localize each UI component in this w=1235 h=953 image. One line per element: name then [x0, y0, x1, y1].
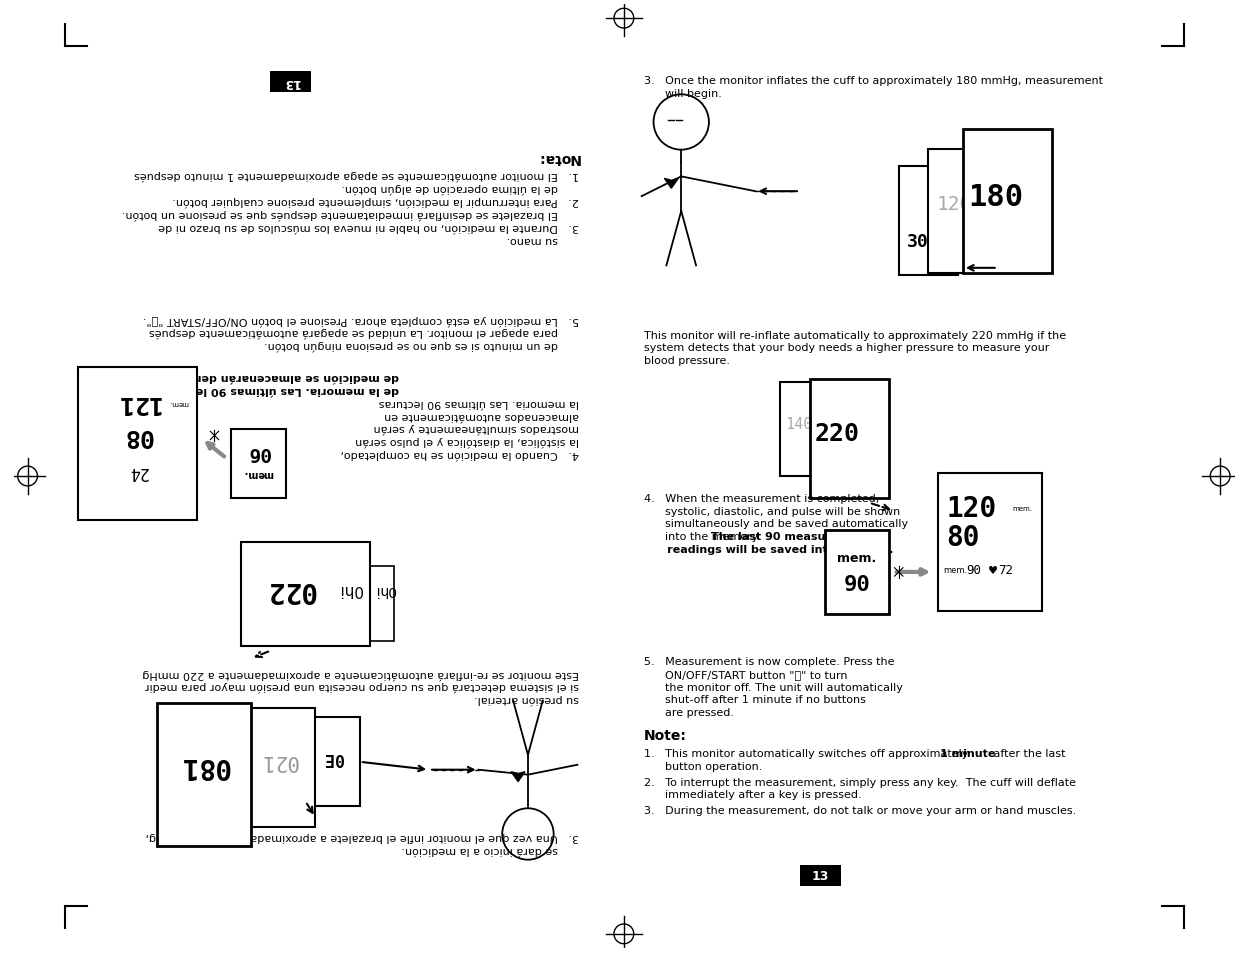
Text: 3.   Once the monitor inflates the cuff to approximately 180 mmHg, measurement: 3. Once the monitor inflates the cuff to…: [643, 76, 1103, 87]
Text: Este monitor se re-inflará automáticamente a aproximadamente a 220 mmHg: Este monitor se re-inflará automáticamen…: [142, 668, 579, 679]
Text: mem.: mem.: [1013, 505, 1032, 511]
Text: 0hi: 0hi: [374, 582, 396, 597]
Text: 1.   El monitor automáticamente se apaga aproximadamente 1 minuto después: 1. El monitor automáticamente se apaga a…: [135, 170, 579, 180]
Text: la sistólica, la diastólica y el pulso serán: la sistólica, la diastólica y el pulso s…: [356, 436, 579, 446]
FancyBboxPatch shape: [305, 718, 359, 806]
Text: para apagar el monitor. La unidad se apagará automáticamente después: para apagar el monitor. La unidad se apa…: [149, 327, 579, 337]
Text: will begin.: will begin.: [643, 90, 721, 99]
Text: systolic, diastolic, and pulse will be shown: systolic, diastolic, and pulse will be s…: [643, 506, 900, 517]
Text: system detects that your body needs a higher pressure to measure your: system detects that your body needs a hi…: [643, 343, 1049, 353]
Text: mem.: mem.: [243, 469, 274, 478]
FancyBboxPatch shape: [781, 382, 840, 476]
Text: mem.: mem.: [837, 551, 877, 564]
Text: de la última operación de algún botón.: de la última operación de algún botón.: [342, 183, 579, 193]
Text: 081: 081: [179, 751, 230, 779]
Text: 220: 220: [815, 422, 860, 446]
Text: 80: 80: [946, 524, 979, 552]
Text: ♥: ♥: [988, 565, 998, 576]
FancyBboxPatch shape: [929, 150, 998, 274]
Text: 1.   This monitor automatically switches off approximately: 1. This monitor automatically switches o…: [643, 748, 972, 758]
Text: 120: 120: [946, 494, 997, 522]
Text: 90: 90: [966, 564, 981, 577]
Text: 13: 13: [282, 76, 299, 89]
Text: almacenados automáticamente en: almacenados automáticamente en: [384, 410, 579, 420]
Text: la memoria. Las últimas 90 lecturas: la memoria. Las últimas 90 lecturas: [379, 397, 579, 407]
Text: su mano.: su mano.: [508, 234, 579, 244]
Text: 30: 30: [906, 233, 929, 251]
Text: 3.   Durante la medición, no hable ni mueva los músculos de su brazo ni de: 3. Durante la medición, no hable ni muev…: [158, 222, 579, 232]
Text: 140: 140: [785, 416, 813, 432]
Text: the monitor off. The unit will automatically: the monitor off. The unit will automatic…: [643, 682, 903, 692]
Text: de la memoria. Las últimas 90 lecturas: de la memoria. Las últimas 90 lecturas: [157, 385, 399, 395]
Text: simultaneously and be saved automatically: simultaneously and be saved automaticall…: [643, 519, 908, 529]
FancyBboxPatch shape: [354, 567, 394, 641]
Text: 5.   Measurement is now complete. Press the: 5. Measurement is now complete. Press th…: [643, 657, 894, 666]
Text: 180: 180: [968, 182, 1023, 212]
Text: 06: 06: [247, 442, 270, 461]
FancyBboxPatch shape: [963, 131, 1052, 274]
Text: after the last: after the last: [989, 748, 1066, 758]
Text: into the memory.: into the memory.: [643, 532, 763, 541]
Text: 90: 90: [844, 575, 871, 594]
Text: si el sistema detectará que su cuerpo necesita una presión mayor para medir: si el sistema detectará que su cuerpo ne…: [146, 680, 579, 691]
FancyBboxPatch shape: [939, 474, 1042, 612]
FancyBboxPatch shape: [269, 71, 311, 93]
Text: mostrados simultáneamente y serán: mostrados simultáneamente y serán: [374, 423, 579, 434]
Text: 13: 13: [811, 869, 830, 882]
FancyBboxPatch shape: [157, 703, 251, 846]
Text: se dará inicio a la medición.: se dará inicio a la medición.: [401, 844, 579, 854]
FancyBboxPatch shape: [241, 709, 315, 827]
Text: 121: 121: [115, 391, 159, 415]
Text: The last 90 measurement: The last 90 measurement: [711, 532, 871, 541]
Text: ON/OFF/START button "ⓘ" to turn: ON/OFF/START button "ⓘ" to turn: [643, 669, 847, 679]
Text: 021: 021: [259, 750, 298, 770]
Text: 120: 120: [936, 194, 972, 213]
Text: 3.   During the measurement, do not talk or move your arm or hand muscles.: 3. During the measurement, do not talk o…: [643, 805, 1076, 816]
Text: de medición se almacenarán dentro: de medición se almacenarán dentro: [175, 372, 399, 382]
Text: button operation.: button operation.: [643, 760, 762, 771]
Text: 72: 72: [998, 564, 1013, 577]
Text: Nota:: Nota:: [536, 151, 579, 165]
FancyBboxPatch shape: [899, 168, 958, 276]
FancyBboxPatch shape: [810, 379, 889, 498]
FancyBboxPatch shape: [825, 530, 889, 615]
Text: de un minuto si es que no se presiona ningún botón.: de un minuto si es que no se presiona ni…: [264, 340, 579, 351]
FancyBboxPatch shape: [800, 864, 841, 886]
FancyBboxPatch shape: [241, 542, 369, 646]
Text: 08: 08: [122, 424, 152, 448]
Text: 4.   When the measurement is completed,: 4. When the measurement is completed,: [643, 494, 879, 503]
Text: blood pressure.: blood pressure.: [643, 355, 730, 366]
Text: 2.   Para interrumpir la medición, simplemente presione cualquier botón.: 2. Para interrumpir la medición, simplem…: [173, 195, 579, 206]
Text: 1 minute: 1 minute: [940, 748, 995, 758]
Text: 5.   La medición ya está completa ahora. Presione el botón ON/OFF/START "ⓘ".: 5. La medición ya está completa ahora. P…: [143, 314, 579, 325]
Text: mem.: mem.: [944, 566, 967, 575]
FancyBboxPatch shape: [78, 367, 196, 520]
Text: 2.   To interrupt the measurement, simply press any key.  The cuff will deflate: 2. To interrupt the measurement, simply …: [643, 777, 1076, 787]
Polygon shape: [511, 772, 525, 781]
Text: 3.   Una vez que el monitor infle el brazalete a aproximadamente 180 mmHg,: 3. Una vez que el monitor infle el braza…: [146, 831, 579, 841]
Text: 24: 24: [127, 462, 147, 480]
Text: readings will be saved into memory.: readings will be saved into memory.: [643, 544, 893, 555]
Text: su presión arterial.: su presión arterial.: [474, 694, 579, 704]
Text: mem.: mem.: [169, 399, 189, 405]
Text: 0E: 0E: [322, 748, 342, 766]
Text: 0hi: 0hi: [338, 581, 362, 597]
FancyBboxPatch shape: [231, 429, 285, 498]
Text: This monitor will re-inflate automatically to approximately 220 mmHg if the: This monitor will re-inflate automatical…: [643, 331, 1066, 340]
Text: El brazalete se desinflará inmediatamente después que se presione un botón.: El brazalete se desinflará inmediatament…: [122, 209, 579, 219]
Text: 022: 022: [266, 575, 316, 603]
Text: are pressed.: are pressed.: [643, 707, 734, 718]
Text: shut-off after 1 minute if no buttons: shut-off after 1 minute if no buttons: [643, 695, 866, 705]
Polygon shape: [664, 179, 678, 189]
Text: immediately after a key is pressed.: immediately after a key is pressed.: [643, 790, 861, 800]
Text: Note:: Note:: [643, 728, 687, 742]
Text: 4.   Cuando la medición se ha completado,: 4. Cuando la medición se ha completado,: [341, 449, 579, 459]
